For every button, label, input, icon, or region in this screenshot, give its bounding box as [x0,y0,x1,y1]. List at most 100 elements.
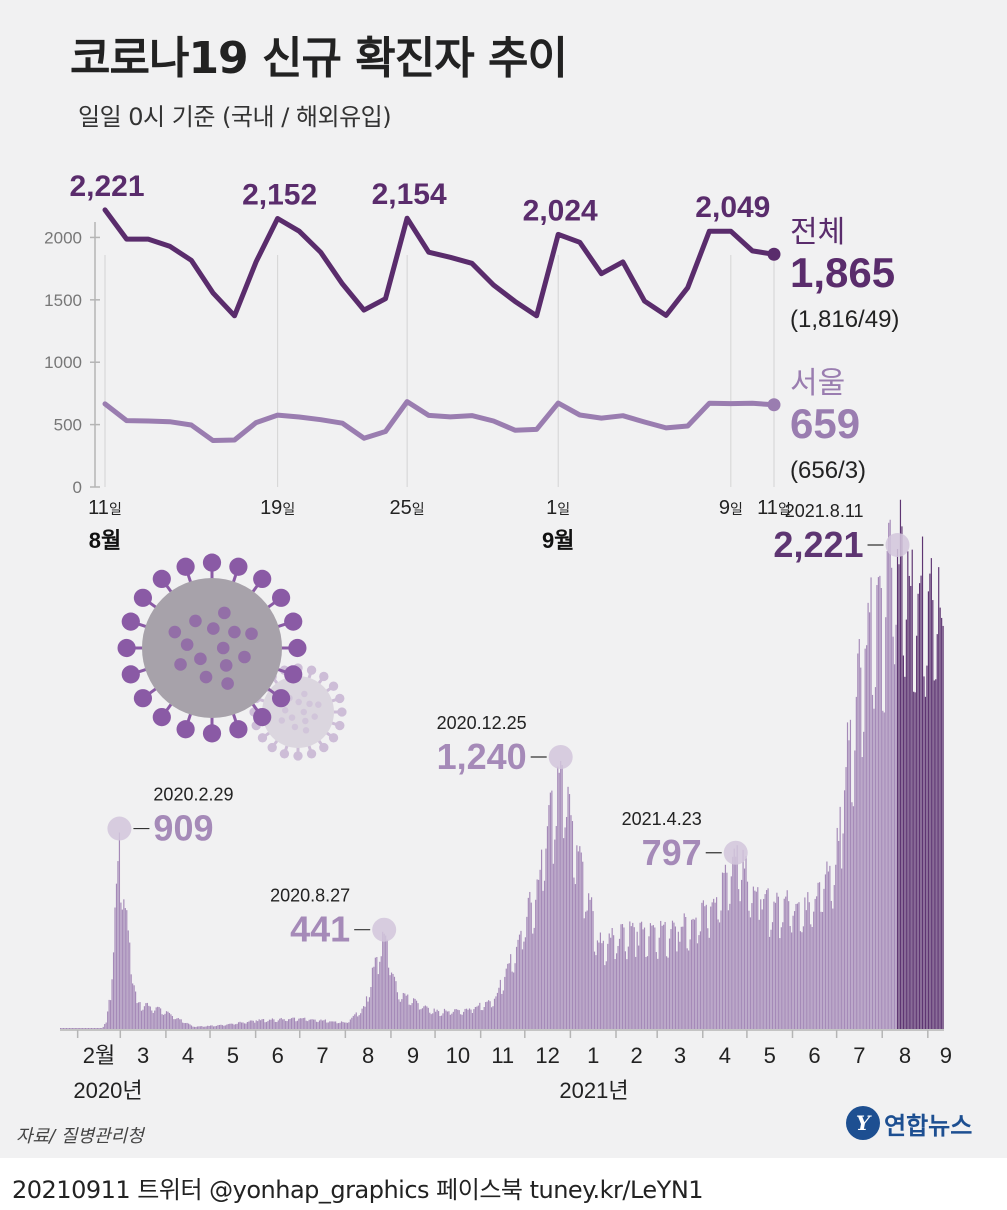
daily-case-bar [552,863,554,1029]
daily-case-bar [486,1001,488,1029]
data-point [275,216,280,221]
daily-case-bar [661,925,663,1029]
daily-case-bar [717,919,719,1029]
daily-case-bar [811,926,813,1029]
daily-case-bar [832,908,834,1029]
daily-case-bar [148,1005,150,1029]
daily-case-bar [898,564,900,1029]
daily-case-bar [835,864,837,1029]
daily-case-bar [286,1021,288,1029]
daily-case-bar [626,959,628,1029]
daily-case-bar [664,921,666,1029]
large-virus-icon-spike [229,557,248,576]
data-point [167,244,172,249]
daily-case-bar [130,974,132,1029]
daily-case-bar [473,1009,475,1029]
daily-case-bar [298,1018,300,1029]
daily-case-bar [683,913,685,1029]
daily-case-bar [919,583,921,1029]
daily-case-bar [873,708,875,1029]
daily-case-bar [682,926,684,1029]
x-month-label: 3 [137,1043,149,1068]
daily-case-bar [242,1022,244,1029]
daily-case-bar [251,1020,253,1029]
daily-case-bar [233,1024,235,1029]
daily-case-bar [429,1012,431,1029]
data-point [146,237,151,242]
daily-case-bar [766,890,768,1029]
daily-case-bar [389,975,391,1029]
daily-case-bar [283,1019,285,1029]
daily-case-bar [870,577,872,1029]
daily-case-bar [221,1025,223,1029]
daily-case-bar [642,929,644,1029]
daily-case-bar [589,899,591,1029]
x-month-label: 7 [853,1043,865,1068]
daily-case-bar [517,939,519,1029]
daily-case-bar [633,927,635,1029]
daily-case-bar [776,892,778,1029]
daily-case-bar [224,1025,226,1029]
daily-case-bar [630,926,632,1029]
daily-case-bar [542,890,544,1029]
large-virus-icon-spike [133,689,153,708]
daily-case-bar [426,1006,428,1029]
daily-case-bar [317,1022,319,1029]
daily-case-bar [383,933,385,1029]
daily-case-bar [124,908,126,1029]
daily-case-bar [249,1020,251,1029]
daily-case-bar [274,1021,276,1029]
daily-case-bar [843,790,846,1029]
daily-case-bar [445,1010,447,1029]
data-point [318,417,323,422]
daily-case-bar [564,827,566,1029]
daily-case-bar [262,1019,265,1029]
x-tick-unit: 일 [778,501,791,517]
daily-case-bar [780,927,782,1029]
peak-marker [548,745,573,770]
daily-case-bar [551,790,553,1029]
daily-case-bar [415,1000,418,1029]
daily-case-bar [926,665,928,1029]
daily-case-bar [601,943,603,1029]
daily-case-bar [430,1014,432,1029]
daily-case-bar [930,558,932,1029]
daily-case-bar [270,1019,272,1029]
daily-case-bar [879,575,881,1029]
daily-case-bar [543,880,546,1029]
daily-case-bar [721,872,724,1029]
daily-case-bar [326,1022,328,1029]
data-point [167,419,172,424]
daily-case-bar [846,722,849,1029]
daily-case-bar [212,1026,215,1029]
daily-case-bar [540,849,543,1029]
small-virus-icon-spike [328,681,339,691]
daily-case-bar [882,710,884,1029]
daily-case-bar [933,680,935,1029]
daily-case-bar [246,1022,248,1029]
daily-case-bar [338,1023,340,1029]
daily-case-bar [910,585,912,1029]
daily-case-bar [220,1024,222,1029]
x-tick-label: 1일 [546,497,570,519]
daily-case-bar [821,911,824,1029]
daily-case-bar [493,998,496,1029]
chart-title: 코로나19 신규 확진자 추이 [70,33,568,84]
daily-case-bar [155,1007,157,1029]
x-month-label: 2 [630,1043,642,1068]
small-virus-icon-spike [279,749,290,759]
daily-case-bar [657,958,659,1029]
daily-case-bar [924,696,927,1029]
daily-case-bar [839,806,841,1029]
x-month-label: 7 [316,1043,328,1068]
daily-case-bar [611,928,613,1029]
peak-value-label: 2,152 [242,178,317,211]
daily-case-bar [596,940,599,1029]
daily-case-bar [695,917,697,1029]
series-name-label: 전체 [790,216,845,249]
daily-case-bar [226,1024,228,1029]
daily-case-bar [201,1026,203,1029]
daily-case-bar [730,876,732,1029]
daily-case-bar [204,1026,206,1029]
daily-case-bar [871,694,874,1029]
